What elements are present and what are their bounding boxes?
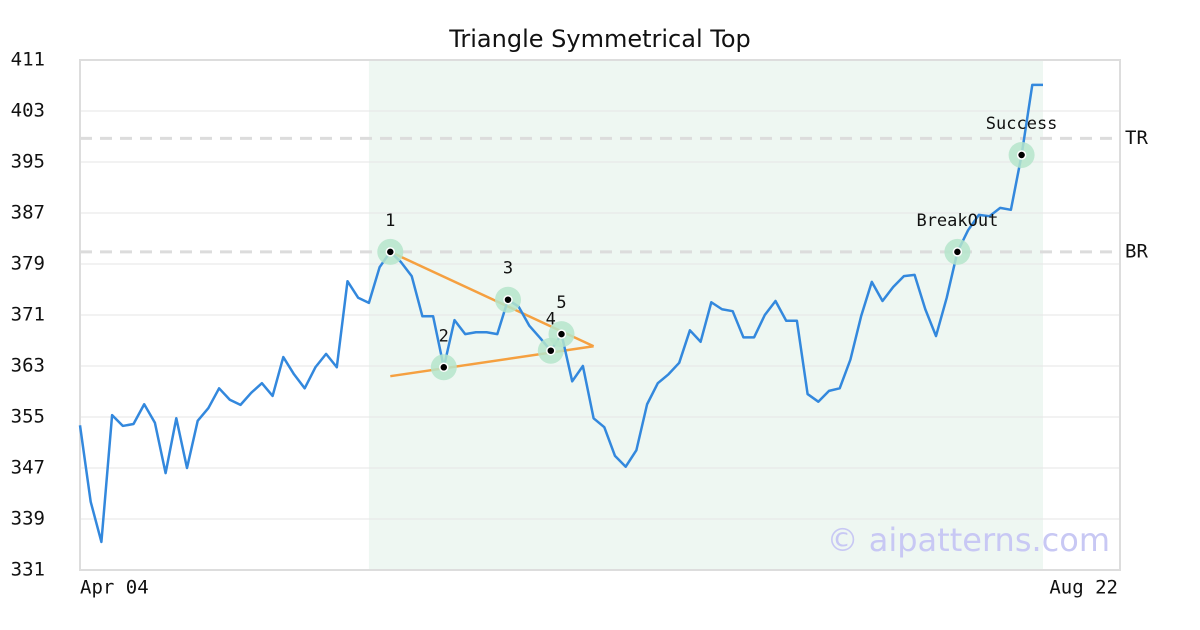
point-dot xyxy=(556,329,567,339)
y-tick-label: 331 xyxy=(11,559,45,581)
point-dot xyxy=(385,247,396,257)
point-label: 1 xyxy=(385,211,395,231)
plot-frame xyxy=(79,59,1121,571)
level-label: BR xyxy=(1125,240,1148,262)
watermark: © aipatterns.com xyxy=(827,521,1110,559)
point-label: BreakOut xyxy=(916,211,998,231)
y-tick-label: 347 xyxy=(11,457,45,479)
x-tick-label: Apr 04 xyxy=(80,577,149,599)
point-dot xyxy=(952,247,963,257)
y-tick-label: 411 xyxy=(11,49,45,71)
point-label: 5 xyxy=(556,293,566,313)
y-tick-label: 339 xyxy=(11,508,45,530)
point-label: Success xyxy=(986,114,1058,134)
y-tick-label: 363 xyxy=(11,355,45,377)
y-tick-label: 395 xyxy=(11,151,45,173)
chart-title: Triangle Symmetrical Top xyxy=(448,25,751,53)
x-tick-label: Aug 22 xyxy=(1049,577,1118,599)
y-tick-label: 355 xyxy=(11,406,45,428)
y-tick-label: 403 xyxy=(11,100,45,122)
point-dot xyxy=(503,294,513,305)
point-dot xyxy=(439,362,449,373)
point-label: 2 xyxy=(439,326,449,346)
point-dot xyxy=(546,345,556,356)
y-tick-label: 371 xyxy=(11,304,45,326)
point-label: 3 xyxy=(503,259,513,279)
point-label: 4 xyxy=(546,310,556,330)
point-dot xyxy=(1016,150,1027,160)
level-label: TR xyxy=(1125,127,1148,149)
y-tick-label: 387 xyxy=(11,202,45,224)
y-tick-label: 379 xyxy=(11,253,45,275)
